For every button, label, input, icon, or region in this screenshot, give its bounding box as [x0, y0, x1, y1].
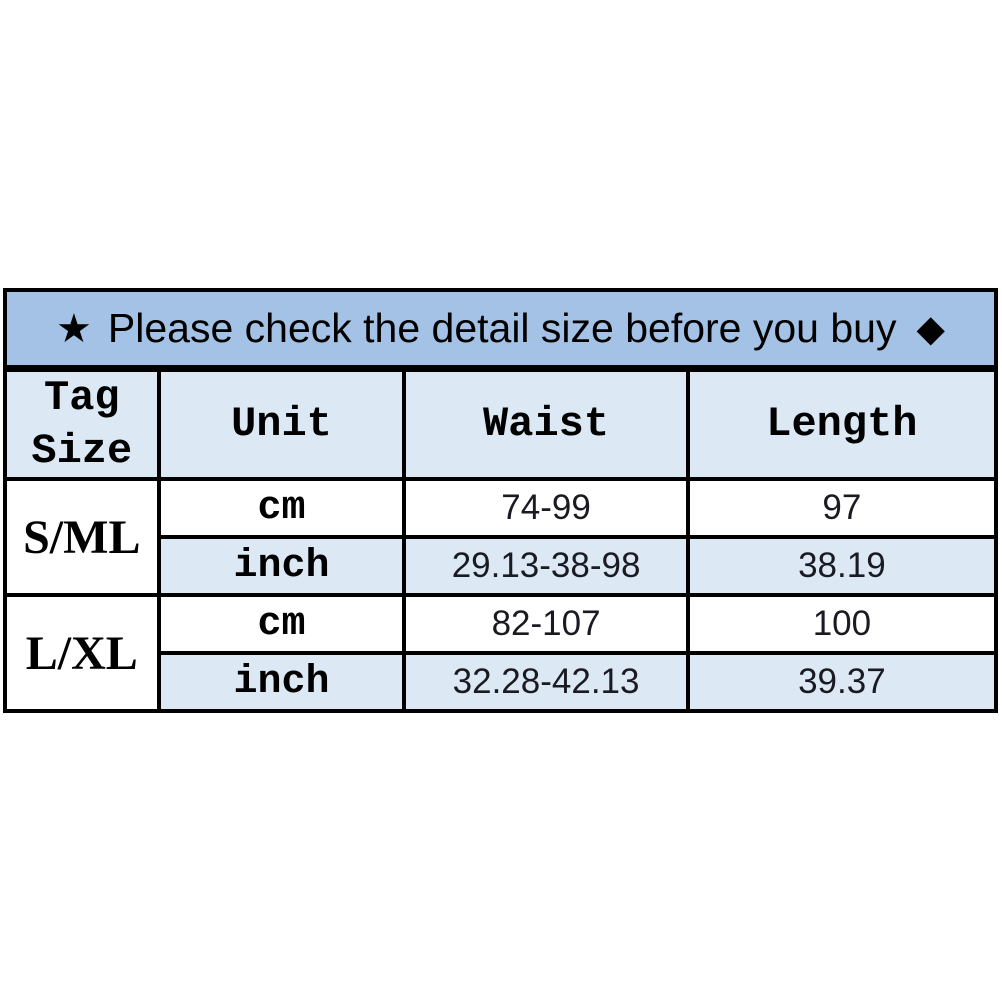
- unit-cell-lxl-inch: inch: [156, 651, 407, 713]
- banner-text: Please check the detail size before you …: [107, 305, 897, 351]
- size-label-lxl: L/XL: [3, 593, 161, 713]
- table-row-lxl-inch: inch 32.28-42.13 39.37: [5, 651, 999, 713]
- table-header-row: Tag Size Unit Waist Length: [3, 368, 999, 481]
- col-header-waist: Waist: [402, 368, 690, 481]
- unit-cell-sml-inch: inch: [156, 535, 407, 597]
- table-row-sml-cm: S/ML cm 74-99 97: [3, 477, 999, 597]
- length-cell-sml-cm: 97: [685, 477, 999, 539]
- length-cell-sml-inch: 38.19: [685, 535, 999, 597]
- diamond-icon: ◆: [916, 308, 945, 349]
- size-label-sml: S/ML: [3, 477, 161, 597]
- waist-cell-lxl-cm: 82-107: [402, 593, 690, 655]
- unit-cell-sml-cm: cm: [156, 477, 407, 539]
- col-header-tag-size: Tag Size: [3, 368, 161, 481]
- col-header-unit: Unit: [156, 368, 407, 481]
- size-chart-block: ★ Please check the detail size before yo…: [3, 288, 999, 713]
- length-cell-lxl-inch: 39.37: [685, 651, 999, 713]
- waist-cell-lxl-inch: 32.28-42.13: [402, 651, 690, 713]
- notice-banner: ★ Please check the detail size before yo…: [3, 288, 998, 368]
- table-row-sml-inch: inch 29.13-38-98 38.19: [5, 535, 999, 597]
- table-row-lxl-cm: L/XL cm 82-107 100: [3, 593, 999, 713]
- length-cell-lxl-cm: 100: [685, 593, 999, 655]
- size-table: Tag Size Unit Waist Length S/ML cm 74-99…: [3, 368, 999, 713]
- waist-cell-sml-cm: 74-99: [402, 477, 690, 539]
- waist-cell-sml-inch: 29.13-38-98: [402, 535, 690, 597]
- star-icon: ★: [56, 306, 92, 351]
- unit-cell-lxl-cm: cm: [156, 593, 407, 655]
- col-header-length: Length: [685, 368, 999, 481]
